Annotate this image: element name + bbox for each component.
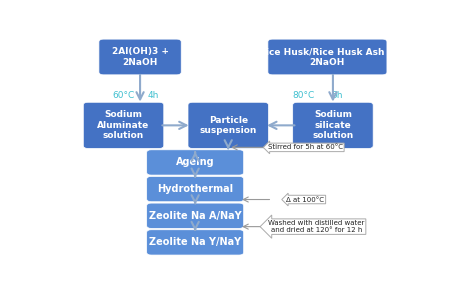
- Text: 80°C: 80°C: [292, 91, 315, 100]
- Text: Stirred for 5h at 60°C: Stirred for 5h at 60°C: [268, 144, 343, 150]
- FancyBboxPatch shape: [146, 176, 244, 202]
- Text: 60°C: 60°C: [112, 91, 135, 100]
- Text: Δ at 100°C: Δ at 100°C: [286, 197, 324, 203]
- Text: Zeolite Na A/NaY: Zeolite Na A/NaY: [149, 211, 241, 221]
- Text: 2Al(OH)3 +
2NaOH: 2Al(OH)3 + 2NaOH: [111, 47, 169, 67]
- FancyBboxPatch shape: [268, 39, 387, 75]
- FancyBboxPatch shape: [146, 203, 244, 228]
- FancyBboxPatch shape: [146, 150, 244, 175]
- FancyBboxPatch shape: [83, 102, 164, 148]
- Text: 5h: 5h: [331, 91, 342, 100]
- Text: Hydrothermal: Hydrothermal: [157, 184, 233, 194]
- Text: Particle
suspension: Particle suspension: [200, 116, 257, 135]
- Text: Zeolite Na Y/NaY: Zeolite Na Y/NaY: [149, 237, 241, 247]
- FancyBboxPatch shape: [146, 230, 244, 255]
- Text: Sodium
silicate
solution: Sodium silicate solution: [312, 110, 354, 140]
- Text: Washed with distilled water
and dried at 120° for 12 h: Washed with distilled water and dried at…: [268, 220, 365, 233]
- Text: Rice Husk/Rice Husk Ash +
2NaOH: Rice Husk/Rice Husk Ash + 2NaOH: [259, 47, 395, 67]
- FancyBboxPatch shape: [99, 39, 181, 75]
- Text: Sodium
Aluminate
solution: Sodium Aluminate solution: [98, 110, 150, 140]
- Text: Ageing: Ageing: [176, 157, 214, 167]
- FancyBboxPatch shape: [188, 102, 268, 148]
- Text: 4h: 4h: [147, 91, 159, 100]
- FancyBboxPatch shape: [293, 102, 373, 148]
